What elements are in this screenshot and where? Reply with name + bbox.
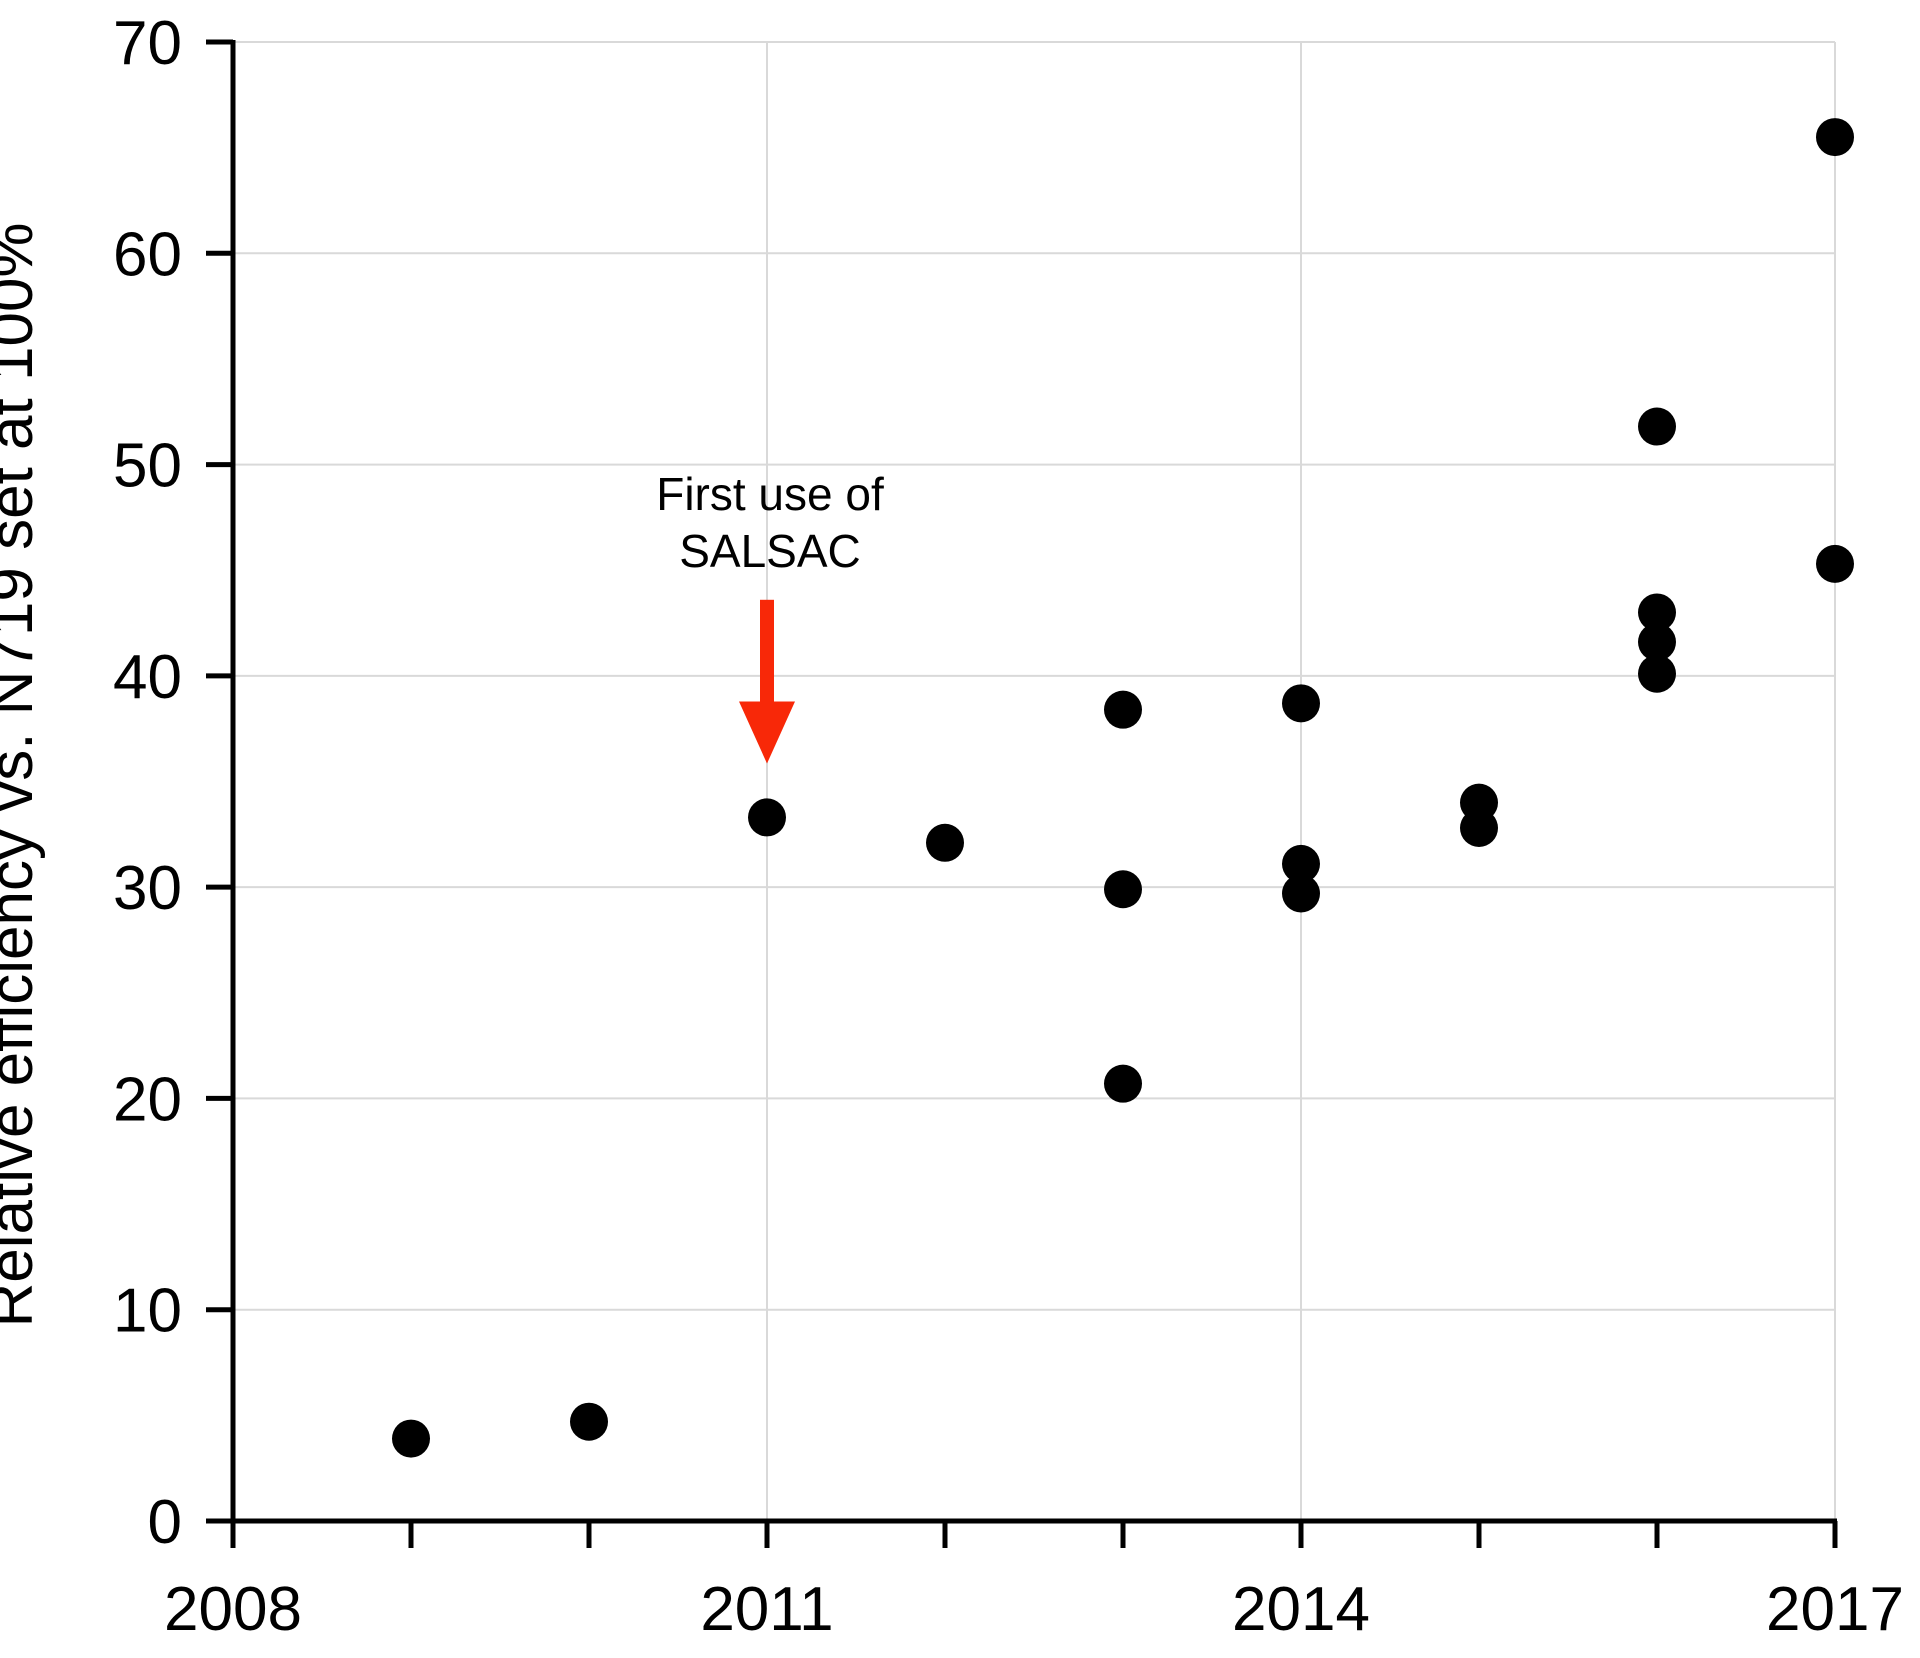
x-tick-label: 2011 [700, 1575, 833, 1644]
y-tick-label: 0 [148, 1488, 182, 1557]
annotation-label: First use of [656, 468, 884, 520]
data-point [748, 798, 786, 837]
y-tick-label: 70 [113, 9, 182, 78]
y-axis-title: Relative efficiency vs. N719 set at 100% [0, 222, 46, 1327]
y-tick-label: 50 [113, 432, 182, 501]
data-point [1282, 844, 1320, 883]
x-tick-label: 2017 [1766, 1575, 1904, 1644]
y-tick-label: 20 [113, 1065, 182, 1134]
data-point [570, 1402, 608, 1441]
data-point [1638, 407, 1676, 446]
annotation-arrow-shaft [760, 599, 774, 708]
data-point [1638, 623, 1676, 662]
data-point [392, 1419, 430, 1458]
data-point [1816, 544, 1854, 583]
y-tick-label: 60 [113, 220, 182, 289]
data-point [926, 823, 964, 862]
data-point [1816, 118, 1854, 157]
x-tick-label: 2008 [164, 1575, 302, 1644]
data-point [1282, 684, 1320, 723]
data-point [1104, 690, 1142, 729]
data-point [1104, 870, 1142, 909]
data-point [1460, 808, 1498, 847]
data-point [1638, 654, 1676, 693]
y-tick-label: 40 [113, 643, 182, 712]
x-tick-label: 2014 [1232, 1575, 1370, 1644]
annotation-label: SALSAC [679, 525, 861, 577]
y-tick-label: 30 [113, 854, 182, 923]
data-point [1282, 874, 1320, 913]
y-tick-label: 10 [113, 1277, 182, 1346]
data-point [1104, 1064, 1142, 1103]
annotation-arrow-head [739, 701, 795, 764]
data-point [1638, 593, 1676, 632]
